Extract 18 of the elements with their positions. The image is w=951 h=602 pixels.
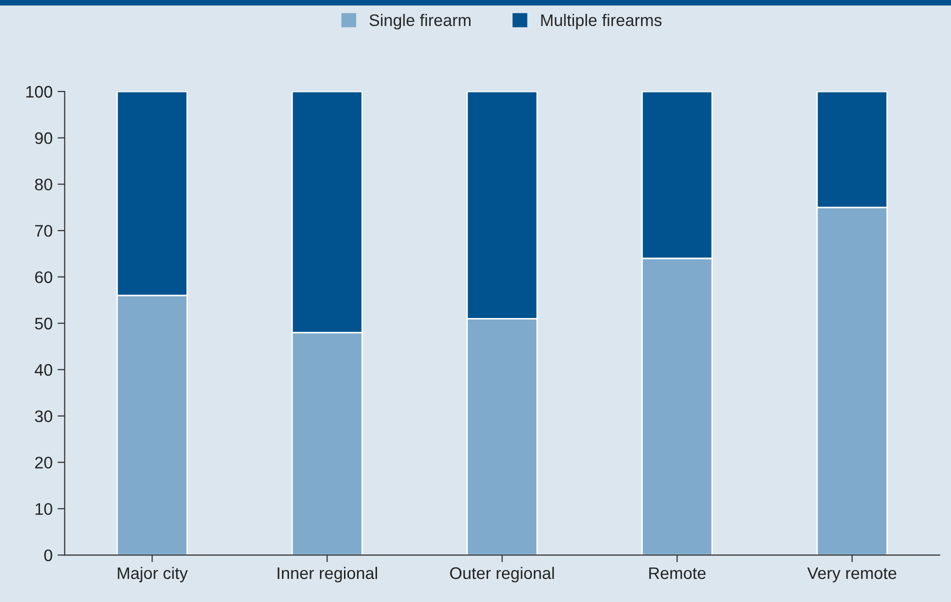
legend-label: Multiple firearms	[541, 14, 662, 30]
y-tick-label: 40	[34, 364, 52, 376]
y-tick-label: 50	[34, 318, 52, 330]
y-tick-label: 20	[35, 456, 52, 469]
x-tick-label: Remote	[649, 567, 706, 580]
y-tick-label: 80	[35, 178, 52, 190]
y-tick-label: 30	[34, 410, 52, 422]
legend-label: Single firearm	[370, 14, 470, 30]
x-tick-label: Outer regional	[450, 566, 554, 582]
x-tick-label: Inner regional	[278, 566, 377, 582]
y-tick-label: 0	[44, 549, 52, 562]
y-tick-label: 70	[35, 224, 52, 237]
y-tick-label: 100	[26, 86, 52, 98]
y-tick-label: 60	[35, 271, 52, 284]
y-tick-label: 90	[35, 132, 52, 144]
x-tick-label: Major city	[118, 566, 188, 582]
x-tick-label: Very remote	[807, 567, 896, 582]
y-tick-label: 10	[36, 503, 52, 515]
